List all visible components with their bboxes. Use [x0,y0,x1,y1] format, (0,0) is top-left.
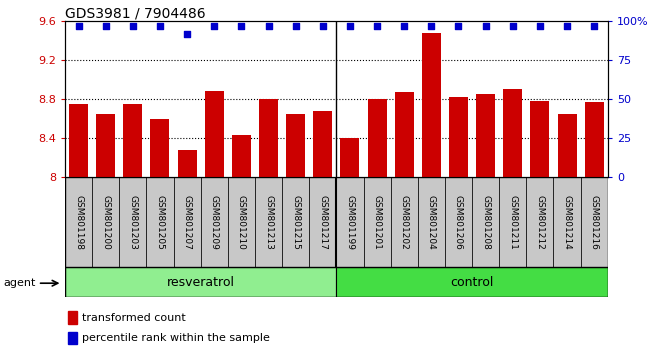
Text: GSM801212: GSM801212 [536,195,545,250]
Bar [205,91,224,177]
Bar [585,102,604,177]
Bar [337,267,608,297]
Point [372,23,382,29]
Bar [422,33,441,177]
Point [426,23,437,29]
Point [127,23,138,29]
Text: agent: agent [3,278,36,288]
Text: GSM801205: GSM801205 [155,195,164,250]
Text: percentile rank within the sample: percentile rank within the sample [83,333,270,343]
Text: transformed count: transformed count [83,313,186,323]
Bar [341,138,359,177]
Bar [255,177,282,267]
Text: GSM801213: GSM801213 [264,195,273,250]
Bar [313,111,332,177]
Point [263,23,274,29]
Bar [445,177,472,267]
Text: GDS3981 / 7904486: GDS3981 / 7904486 [65,6,205,20]
Point [209,23,220,29]
Bar [282,177,309,267]
Point [589,23,599,29]
Text: GSM801210: GSM801210 [237,195,246,250]
Text: GSM801199: GSM801199 [345,195,354,250]
Bar [391,177,418,267]
Bar [96,114,115,177]
Bar [554,177,580,267]
Bar [558,114,577,177]
Point [155,23,165,29]
Text: GSM801204: GSM801204 [427,195,436,250]
Bar [472,177,499,267]
Bar [68,332,77,344]
Bar [151,119,170,177]
Bar [580,177,608,267]
Text: GSM801208: GSM801208 [481,195,490,250]
Point [236,23,246,29]
Bar [120,177,146,267]
Text: GSM801200: GSM801200 [101,195,111,250]
Text: GSM801215: GSM801215 [291,195,300,250]
Text: GSM801206: GSM801206 [454,195,463,250]
Bar [201,177,227,267]
Bar [368,99,387,177]
Bar [69,104,88,177]
Point [480,23,491,29]
Bar [286,114,305,177]
Bar [395,92,413,177]
Text: GSM801211: GSM801211 [508,195,517,250]
Bar [526,177,554,267]
Bar [337,177,363,267]
Bar [418,177,445,267]
Point [344,23,355,29]
Text: GSM801207: GSM801207 [183,195,192,250]
Point [318,23,328,29]
Point [182,31,192,36]
Bar [177,150,196,177]
Bar [503,89,522,177]
Point [101,23,111,29]
Bar [65,177,92,267]
Bar [530,101,549,177]
Text: control: control [450,276,494,289]
Point [535,23,545,29]
Bar [228,177,255,267]
Text: GSM801202: GSM801202 [400,195,409,250]
Point [562,23,572,29]
Bar [363,177,391,267]
Bar [92,177,120,267]
Point [453,23,463,29]
Point [508,23,518,29]
Bar [499,177,526,267]
Point [291,23,301,29]
Text: GSM801201: GSM801201 [372,195,382,250]
Text: GSM801203: GSM801203 [128,195,137,250]
Bar [309,177,337,267]
Text: resveratrol: resveratrol [166,276,235,289]
Bar [232,135,251,177]
Text: GSM801217: GSM801217 [318,195,328,250]
Bar [124,104,142,177]
Bar [476,94,495,177]
Point [399,23,410,29]
Text: GSM801198: GSM801198 [74,195,83,250]
Bar [259,99,278,177]
Bar [68,312,77,324]
Bar [449,97,468,177]
Text: GSM801209: GSM801209 [210,195,219,250]
Text: GSM801216: GSM801216 [590,195,599,250]
Point [73,23,84,29]
Bar [65,267,337,297]
Bar [146,177,174,267]
Bar [174,177,201,267]
Text: GSM801214: GSM801214 [562,195,571,250]
